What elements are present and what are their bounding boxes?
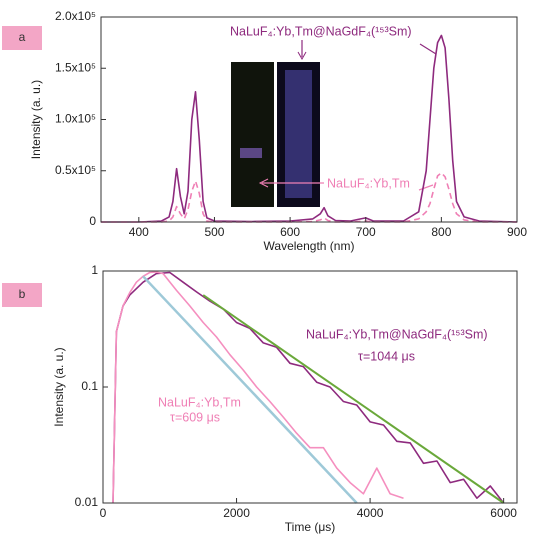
arrow-head (297, 51, 307, 61)
x-tick-label: 4000 (357, 506, 384, 520)
x-tick-label: 600 (280, 225, 300, 239)
series-line (101, 34, 518, 223)
y-tick-label: 0.5x10⁵ (55, 163, 96, 177)
photo-glow (240, 148, 262, 158)
x-axis-label: Wavelength (nm) (264, 239, 355, 253)
panel-label: b (19, 287, 26, 301)
panel-badge (2, 26, 42, 50)
photo-glow (285, 70, 312, 198)
y-tick-label: 1 (91, 263, 98, 277)
arrow (419, 43, 437, 55)
series-line (112, 271, 404, 504)
series-line (101, 172, 517, 223)
y-tick-label: 2.0x10⁵ (55, 9, 96, 23)
x-tick-label: 700 (356, 225, 376, 239)
y-tick-label: 0.1 (81, 379, 98, 393)
annotation: NaLuF₄:Yb,Tm@NaGdF₄(¹⁵³Sm) (230, 24, 412, 38)
photo-left (231, 62, 274, 207)
x-axis-label: Time (μs) (285, 520, 335, 534)
x-tick-label: 400 (129, 225, 149, 239)
inset-photo (231, 62, 320, 207)
annotation: τ=1044 μs (358, 349, 415, 363)
x-tick-label: 0 (100, 506, 107, 520)
x-tick-label: 800 (431, 225, 451, 239)
series-line (142, 275, 358, 504)
x-tick-label: 500 (204, 225, 224, 239)
annotation: NaLuF₄:Yb,Tm (327, 176, 410, 190)
y-tick-label: 1.0x10⁵ (55, 112, 96, 126)
series-line (202, 294, 505, 504)
annotation: NaLuF₄:Yb,Tm@NaGdF₄(¹⁵³Sm) (306, 327, 488, 341)
arrow-head (258, 178, 269, 188)
annotation: NaLuF₄:Yb,Tm (158, 395, 241, 409)
y-tick-label: 1.5x10⁵ (55, 60, 96, 74)
y-tick-label: 0 (89, 214, 96, 228)
y-tick-label: 0.01 (75, 495, 99, 509)
panel-badge (2, 283, 42, 307)
y-axis-label: Intensity (a. u.) (29, 80, 43, 159)
x-tick-label: 6000 (490, 506, 517, 520)
y-axis-label: Intensity (a. u.) (52, 347, 66, 426)
x-tick-label: 2000 (223, 506, 250, 520)
panel-label: a (19, 30, 26, 44)
arrow (418, 184, 434, 191)
annotation: τ=609 μs (170, 410, 220, 424)
x-tick-label: 900 (507, 225, 527, 239)
series-line (112, 271, 505, 504)
